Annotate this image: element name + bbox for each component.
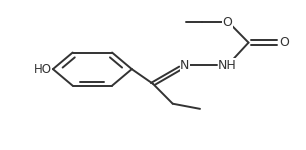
Text: O: O — [222, 15, 232, 28]
Text: O: O — [279, 36, 289, 49]
Text: N: N — [180, 59, 189, 72]
Text: HO: HO — [33, 63, 51, 76]
Text: NH: NH — [218, 59, 237, 72]
